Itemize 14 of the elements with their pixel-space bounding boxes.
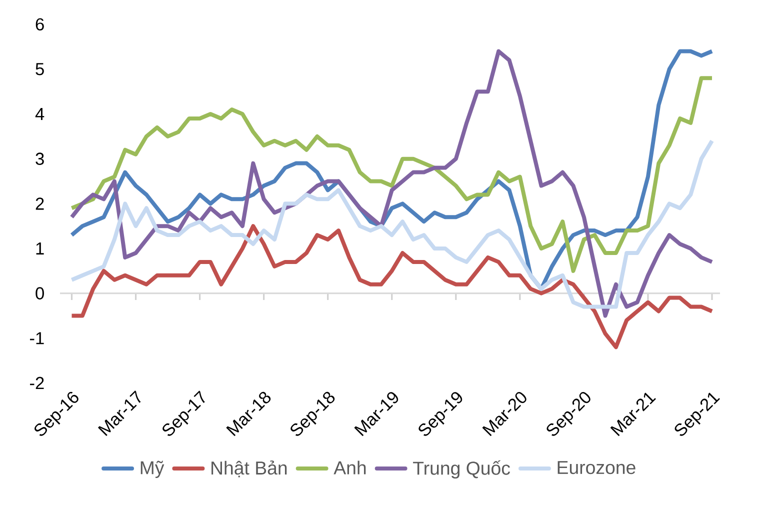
y-tick-label: 3 — [36, 152, 44, 165]
y-tick-label: 2 — [36, 198, 44, 210]
legend-label: Anh — [334, 460, 366, 474]
legend-label: Eurozone — [558, 461, 636, 474]
y-tick-label: -1 — [30, 332, 44, 344]
legend-label: Trung Quốc — [413, 460, 510, 479]
y-tick-label: 6 — [36, 18, 44, 30]
y-tick-label: -2 — [30, 376, 44, 390]
legend-label: Mỹ — [140, 460, 164, 478]
y-tick-label: 0 — [36, 287, 44, 300]
y-tick-label: 5 — [36, 63, 44, 76]
y-tick-label: 1 — [36, 242, 44, 254]
y-tick-label: 4 — [35, 108, 44, 120]
legend-label: Nhật Bản — [212, 460, 287, 478]
